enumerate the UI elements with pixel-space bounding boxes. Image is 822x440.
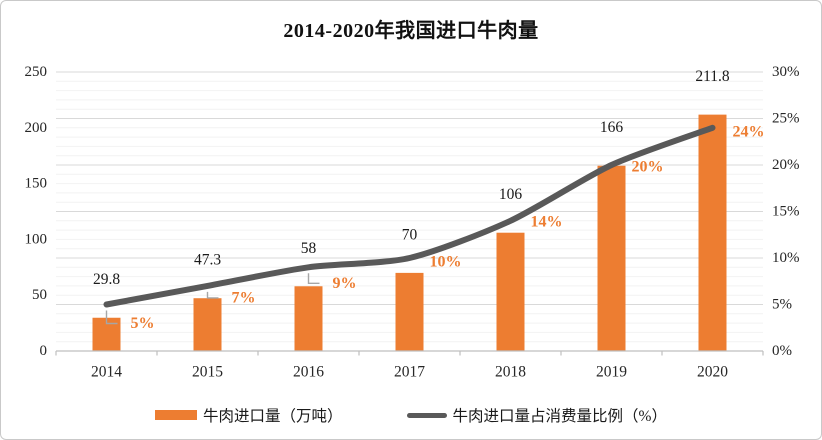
- x-axis-label: 2020: [697, 364, 728, 381]
- bar-value-label: 70: [402, 226, 418, 243]
- bar-value-label: 166: [600, 119, 624, 136]
- bar-2020: [698, 114, 727, 352]
- left-axis-tick-label: 0: [40, 343, 48, 359]
- bar-2017: [395, 272, 424, 351]
- bar-value-label: 211.8: [695, 68, 730, 85]
- line-point-label: 5%: [131, 315, 155, 332]
- right-axis-tick-label: 5%: [772, 297, 792, 313]
- left-axis-tick-label: 100: [25, 231, 48, 247]
- left-axis-tick-label: 50: [32, 287, 47, 303]
- bar-value-label: 29.8: [93, 271, 120, 288]
- label-leader-line: [206, 291, 219, 299]
- chart-legend: 牛肉进口量（万吨） 牛肉进口量占消费量比例（%）: [1, 404, 821, 426]
- left-axis-tick-label: 200: [25, 120, 48, 136]
- legend-label-line-series: 牛肉进口量占消费量比例（%）: [452, 408, 667, 425]
- x-axis-label: 2019: [596, 364, 627, 381]
- bar-value-label: 47.3: [194, 252, 221, 269]
- line-point-label: 10%: [430, 254, 462, 271]
- left-axis-tick-label: 250: [25, 64, 48, 80]
- legend-item-line-series: 牛肉进口量占消费量比例（%）: [406, 404, 667, 426]
- bar-2015: [193, 298, 222, 351]
- line-point-label: 9%: [333, 275, 357, 292]
- x-axis-label: 2018: [495, 364, 526, 381]
- line-series-swatch-icon: [406, 412, 447, 418]
- bar-series-swatch-icon: [155, 410, 198, 420]
- right-axis-tick-label: 20%: [772, 157, 800, 173]
- legend-item-bar-series: 牛肉进口量（万吨）: [155, 404, 343, 426]
- label-leader-line: [307, 273, 320, 284]
- line-point-label: 14%: [531, 213, 563, 230]
- right-axis-tick-label: 25%: [772, 111, 800, 127]
- line-series: [103, 124, 716, 308]
- bar-2016: [294, 286, 323, 351]
- line-point-label: 20%: [632, 159, 664, 176]
- line-point-label: 7%: [232, 289, 256, 306]
- x-axis-label: 2016: [293, 364, 324, 381]
- bar-2018: [496, 232, 525, 351]
- left-axis-tick-label: 150: [25, 176, 48, 192]
- right-axis-tick-label: 0%: [772, 343, 792, 359]
- x-axis-label: 2015: [192, 364, 223, 381]
- right-axis-tick-label: 15%: [772, 204, 800, 220]
- label-leader-line: [105, 310, 118, 325]
- bar-value-label: 58: [301, 240, 317, 257]
- line-point-label: 24%: [733, 123, 765, 140]
- x-axis-label: 2014: [91, 364, 122, 381]
- legend-label-bar-series: 牛肉进口量（万吨）: [203, 408, 343, 425]
- right-axis-tick-label: 30%: [772, 64, 800, 80]
- chart-title: 2014-2020年我国进口牛肉量: [283, 20, 539, 42]
- bar-value-label: 106: [499, 186, 523, 203]
- bar-2019: [597, 165, 626, 351]
- right-axis-tick-label: 10%: [772, 250, 800, 266]
- x-axis-label: 2017: [394, 364, 425, 381]
